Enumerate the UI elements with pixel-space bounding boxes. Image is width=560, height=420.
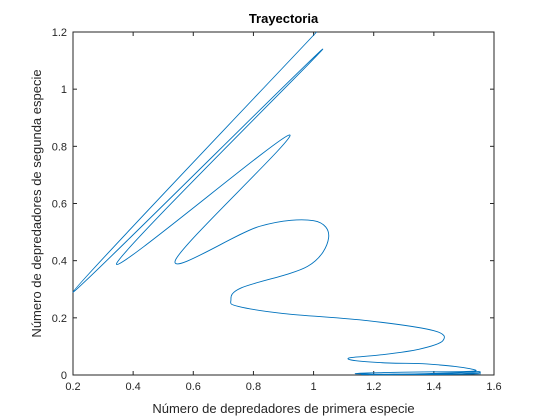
y-tick-label: 0.6	[52, 199, 67, 211]
y-tick-label: 1	[61, 84, 67, 96]
x-tick-label: 1.4	[426, 381, 441, 393]
series-layer	[72, 31, 481, 376]
y-tick-label: 1.2	[52, 27, 67, 39]
x-tick-label: 0.8	[246, 381, 261, 393]
x-tick-label: 0.2	[65, 381, 80, 393]
y-tick-label: 0.4	[52, 256, 67, 268]
chart-title: Trayectoria	[249, 11, 319, 26]
ticks-layer: 0.2 0.4 0.6 0.8 1 1.2 1.4 1.600.20.40.60.811.2	[52, 27, 502, 393]
y-tick-label: 0.2	[52, 313, 67, 325]
x-axis-title: Número de depredadores de primera especi…	[152, 401, 414, 416]
y-tick-label: 0	[61, 370, 67, 382]
axes-box	[72, 31, 495, 376]
x-tick-label: 0.4	[125, 381, 140, 393]
x-tick-label: 1.6	[486, 381, 501, 393]
trajectory-line	[72, 31, 481, 376]
x-tick-label: 1.2	[366, 381, 381, 393]
x-tick-label: 1	[311, 381, 317, 393]
x-tick-label: 0.6	[186, 381, 201, 393]
y-tick-label: 0.8	[52, 141, 67, 153]
y-axis-title: Número de depredadores de segunda especi…	[29, 69, 44, 337]
